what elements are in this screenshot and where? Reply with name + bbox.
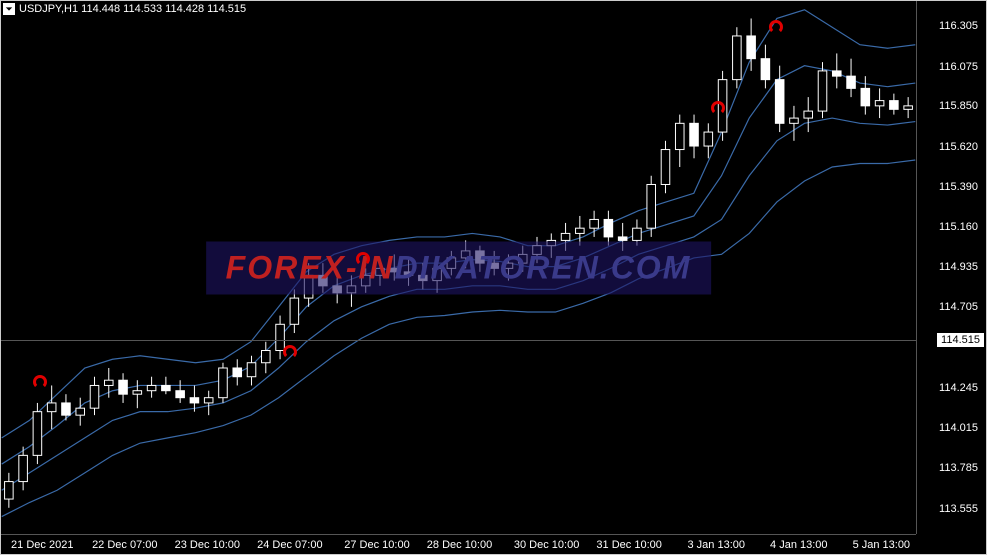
reversal-signal-icon — [33, 375, 47, 389]
symbol-label: USDJPY,H1 114.448 114.533 114.428 114.51… — [19, 3, 246, 15]
y-axis: 116.305 116.075 115.850 115.620 115.390 115.1… — [916, 1, 986, 534]
reversal-signal-icon — [711, 101, 725, 115]
y-axis-label: 113.555 — [939, 503, 978, 515]
reversal-signal-icon — [769, 20, 783, 34]
chart-header: USDJPY,H1 114.448 114.533 114.428 114.51… — [3, 3, 246, 15]
x-axis-label: 30 Dec 10:00 — [514, 539, 579, 551]
current-price-tag: 114.515 — [937, 333, 984, 347]
y-axis-label: 114.705 — [939, 301, 978, 313]
y-axis-label: 114.935 — [939, 261, 978, 273]
y-axis-label: 115.620 — [939, 141, 978, 153]
y-axis-label: 115.390 — [939, 181, 978, 193]
watermark-part2: DIKATOREN.COM — [395, 249, 692, 285]
y-axis-label: 113.785 — [939, 462, 978, 474]
x-axis-label: 23 Dec 10:00 — [175, 539, 240, 551]
chart-menu-dropdown[interactable] — [3, 3, 15, 15]
chart-container: USDJPY,H1 114.448 114.533 114.428 114.51… — [0, 0, 987, 555]
x-axis-label: 21 Dec 2021 — [11, 539, 73, 551]
y-axis-label: 115.160 — [939, 221, 978, 233]
y-axis-label: 114.245 — [939, 382, 978, 394]
x-axis-label: 3 Jan 13:00 — [688, 539, 746, 551]
reversal-signal-icon — [356, 252, 370, 266]
x-axis-label: 31 Dec 10:00 — [596, 539, 661, 551]
current-price-line — [1, 340, 916, 341]
x-axis-label: 27 Dec 10:00 — [344, 539, 409, 551]
x-axis-label: 28 Dec 10:00 — [427, 539, 492, 551]
x-axis-label: 24 Dec 07:00 — [257, 539, 322, 551]
y-axis-label: 115.850 — [939, 100, 978, 112]
y-axis-label: 116.305 — [939, 20, 978, 32]
watermark: FOREX-INDIKATOREN.COM — [206, 241, 712, 294]
chart-plot-area[interactable]: FOREX-INDIKATOREN.COM — [1, 1, 916, 534]
reversal-signal-icon — [283, 345, 297, 359]
x-axis: 21 Dec 2021 22 Dec 07:00 23 Dec 10:00 24 De… — [1, 534, 916, 554]
x-axis-label: 22 Dec 07:00 — [92, 539, 157, 551]
y-axis-label: 114.015 — [939, 422, 978, 434]
y-axis-label: 116.075 — [939, 61, 978, 73]
x-axis-label: 5 Jan 13:00 — [853, 539, 911, 551]
x-axis-label: 4 Jan 13:00 — [770, 539, 828, 551]
